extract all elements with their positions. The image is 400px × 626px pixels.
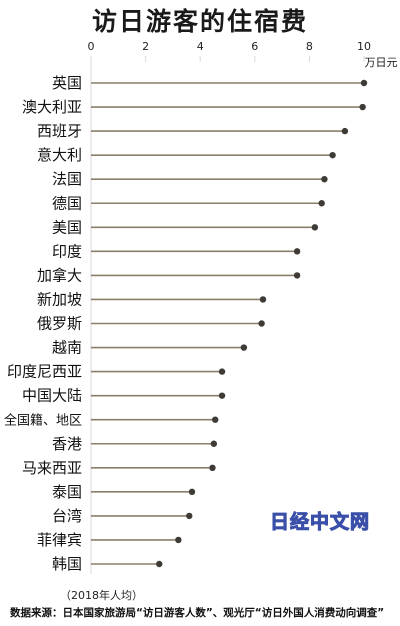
x-tick-label: 4 — [197, 40, 204, 53]
category-label: 西班牙 — [37, 122, 82, 140]
lollipop-point — [329, 151, 336, 159]
lollipop-point — [188, 488, 196, 496]
lollipop-point — [360, 79, 368, 87]
lollipop-point — [210, 440, 218, 447]
x-tick-label: 2 — [142, 40, 149, 53]
category-label: 台湾 — [52, 507, 82, 525]
category-label: 德国 — [52, 194, 82, 212]
category-label: 越南 — [52, 339, 82, 357]
lollipop-point — [341, 127, 349, 135]
lollipop-point — [293, 272, 301, 279]
lollipop-point — [258, 320, 265, 327]
unit-label: 万日元 — [365, 56, 398, 69]
lollipop-point — [318, 200, 325, 207]
category-label: 香港 — [52, 435, 82, 453]
lollipop-point — [209, 464, 216, 471]
category-label: 英国 — [52, 74, 82, 92]
category-label: 法国 — [52, 170, 82, 188]
lollipop-point — [359, 103, 366, 111]
year-note: （2018年人均） — [60, 589, 143, 602]
lollipop-point — [212, 416, 219, 423]
lollipop-point — [240, 344, 248, 351]
lollipop-point — [311, 224, 319, 231]
lollipop-point — [175, 536, 182, 544]
chart-title: 访日游客的住宿费 — [91, 7, 308, 36]
x-tick-label: 8 — [306, 40, 313, 53]
category-label: 中国大陆 — [22, 387, 82, 405]
category-label: 俄罗斯 — [37, 315, 82, 333]
lollipop-point — [293, 248, 301, 255]
category-label: 韩国 — [52, 555, 82, 573]
watermark-logo: 日经中文网 — [269, 511, 371, 534]
lollipop-point — [218, 368, 226, 375]
lollipop-point — [259, 296, 267, 303]
category-label: 意大利 — [37, 146, 82, 164]
data-source: 数据来源：日本国家旅游局“访日游客人数”、观光厅“访日外国人消费动向调查” — [10, 607, 385, 619]
category-label: 印度尼西亚 — [7, 363, 82, 381]
category-label: 加拿大 — [37, 266, 82, 284]
category-label: 全国籍、地区 — [4, 413, 82, 429]
x-tick-label: 6 — [251, 40, 258, 53]
chart-marks: 英国澳大利亚西班牙意大利法国德国美国印度加拿大新加坡俄罗斯越南印度尼西亚中国大陆… — [4, 74, 368, 573]
category-label: 澳大利亚 — [22, 98, 82, 116]
category-label: 菲律宾 — [37, 531, 82, 549]
lollipop-point — [321, 176, 328, 183]
category-label: 泰国 — [52, 483, 82, 501]
category-label: 马来西亚 — [22, 459, 82, 477]
x-tick-label: 0 — [88, 40, 95, 53]
lollipop-point — [218, 392, 226, 399]
category-label: 印度 — [52, 242, 82, 260]
lollipop-point — [156, 560, 163, 568]
x-axis: 0 2 4 6 8 10 万日元 — [88, 40, 398, 574]
category-label: 新加坡 — [37, 290, 82, 308]
lollipop-point — [186, 512, 193, 520]
x-tick-label: 10 — [357, 40, 371, 53]
category-label: 美国 — [52, 218, 82, 236]
